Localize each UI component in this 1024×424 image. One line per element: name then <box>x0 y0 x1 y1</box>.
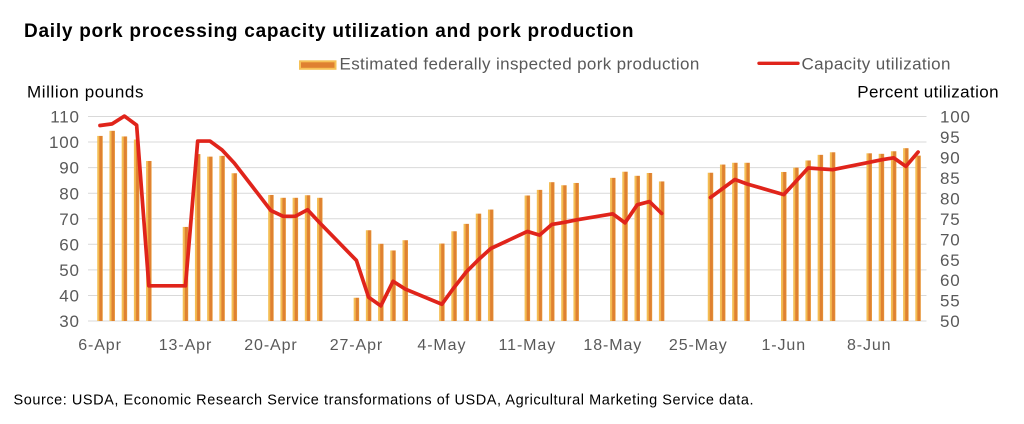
svg-text:Estimated federally inspected: Estimated federally inspected pork produ… <box>340 55 700 74</box>
svg-text:Percent utilization: Percent utilization <box>857 83 999 102</box>
svg-text:4-May: 4-May <box>417 337 466 354</box>
svg-text:11-May: 11-May <box>499 337 557 354</box>
svg-text:40: 40 <box>59 287 80 306</box>
svg-text:30: 30 <box>59 312 80 331</box>
svg-text:1-Jun: 1-Jun <box>761 337 806 354</box>
svg-text:50: 50 <box>940 312 961 331</box>
svg-text:18-May: 18-May <box>583 337 642 354</box>
svg-text:50: 50 <box>59 261 80 280</box>
svg-text:13-Apr: 13-Apr <box>159 337 212 354</box>
svg-text:25-May: 25-May <box>669 337 728 354</box>
svg-text:70: 70 <box>59 210 80 229</box>
svg-text:20-Apr: 20-Apr <box>244 337 297 354</box>
svg-text:60: 60 <box>940 271 961 290</box>
svg-text:100: 100 <box>49 133 80 152</box>
svg-text:80: 80 <box>940 189 961 208</box>
svg-text:70: 70 <box>940 230 961 249</box>
svg-text:60: 60 <box>59 235 80 254</box>
svg-text:100: 100 <box>940 108 971 127</box>
svg-text:65: 65 <box>940 251 961 270</box>
svg-text:Source: USDA, Economic Researc: Source: USDA, Economic Research Service … <box>14 393 755 409</box>
svg-text:27-Apr: 27-Apr <box>330 337 383 354</box>
svg-text:Million pounds: Million pounds <box>27 83 144 102</box>
svg-text:75: 75 <box>940 210 961 229</box>
svg-text:Capacity utilization: Capacity utilization <box>802 55 951 74</box>
svg-text:8-Jun: 8-Jun <box>847 337 892 354</box>
svg-text:110: 110 <box>50 108 80 127</box>
svg-text:55: 55 <box>940 292 961 311</box>
svg-text:Daily pork processing capacity: Daily pork processing capacity utilizati… <box>24 21 634 42</box>
svg-text:6-Apr: 6-Apr <box>78 337 122 354</box>
svg-text:95: 95 <box>940 128 961 147</box>
svg-text:90: 90 <box>59 159 80 178</box>
svg-text:80: 80 <box>59 184 80 203</box>
svg-text:85: 85 <box>940 169 961 188</box>
svg-text:90: 90 <box>940 149 961 168</box>
